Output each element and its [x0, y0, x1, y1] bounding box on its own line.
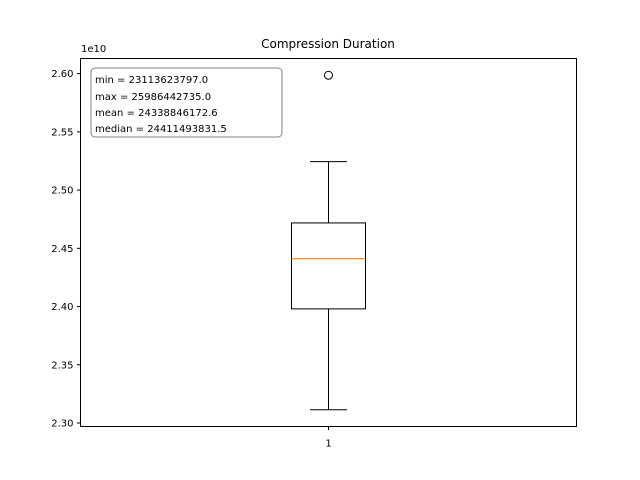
stat-max: max = 25986442735.0 [95, 92, 211, 103]
y-tick-label: 2.50 [51, 186, 73, 197]
y-axis-multiplier: 1e10 [81, 44, 106, 55]
stat-min: min = 23113623797.0 [95, 75, 208, 86]
y-tick-label: 2.30 [51, 419, 73, 430]
y-tick-label: 2.60 [51, 69, 73, 80]
axes-frame [80, 58, 577, 427]
stat-median: median = 24411493831.5 [95, 124, 227, 135]
y-tick-label: 2.55 [51, 127, 73, 138]
y-tick-label: 2.40 [51, 302, 73, 313]
iqr-box [291, 222, 366, 310]
stat-mean: mean = 24338846172.6 [95, 108, 218, 119]
y-tick-label: 2.45 [51, 244, 73, 255]
plot-area: 2.30 2.35 2.40 2.45 2.50 2.55 2.60 1 [51, 69, 366, 450]
x-tick-label: 1 [325, 439, 331, 450]
y-tick-label: 2.35 [51, 360, 73, 371]
outlier-point [324, 70, 333, 80]
chart-title: Compression Duration [261, 37, 395, 51]
stats-annotation: min = 23113623797.0 max = 25986442735.0 … [90, 67, 283, 138]
stats-annotation-box [90, 67, 283, 138]
